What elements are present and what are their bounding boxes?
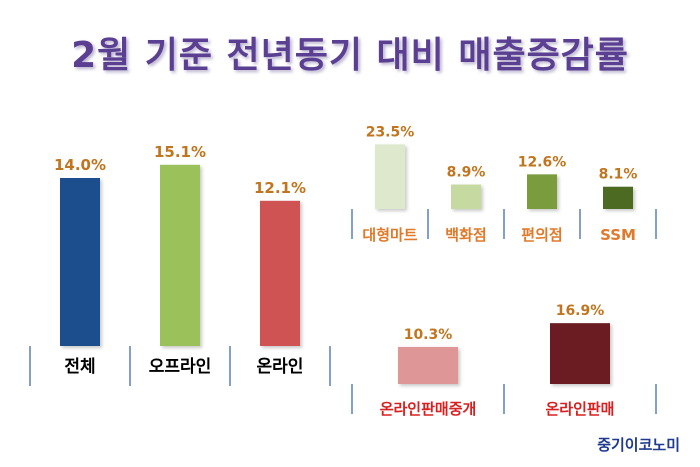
category-label: SSM xyxy=(600,226,636,244)
data-label: 16.9% xyxy=(556,303,605,319)
category-label: 전체 xyxy=(64,357,95,377)
bar-SSM xyxy=(603,186,633,209)
chart-online-sales: 10.3% 온라인판매중개 16.9% 온라인판매 xyxy=(351,303,657,418)
data-label: 8.9% xyxy=(447,165,486,181)
data-label: 23.5% xyxy=(366,124,415,140)
bar-온라인판매중개 xyxy=(398,346,458,384)
chart-offline-stores: 23.5% 대형마트 8.9% 백화점 12.6% 편의점 8.1% SSM xyxy=(351,124,657,244)
data-label: 14.0% xyxy=(54,156,106,174)
category-label: 온라인판매중개 xyxy=(380,400,477,418)
category-label: 백화점 xyxy=(445,226,486,244)
chart-title: 2월 기준 전년동기 대비 매출증감률 xyxy=(71,35,629,76)
bar-백화점 xyxy=(451,184,481,209)
source-label: 중기이코노미 xyxy=(597,436,680,454)
category-label: 대형마트 xyxy=(362,226,417,244)
bar-오프라인 xyxy=(160,164,200,346)
category-label: 온라인판매 xyxy=(545,400,614,418)
bar-온라인 xyxy=(260,200,300,346)
category-label: 오프라인 xyxy=(149,357,212,377)
data-label: 15.1% xyxy=(154,143,206,161)
category-label: 편의점 xyxy=(521,226,562,244)
chart-overall: 14.0% 전체 15.1% 오프라인 12.1% 온라인 xyxy=(29,143,331,386)
category-label: 온라인 xyxy=(257,357,304,377)
bar-대형마트 xyxy=(375,144,405,209)
bar-편의점 xyxy=(527,174,557,209)
bar-전체 xyxy=(60,178,100,346)
bar-온라인판매 xyxy=(550,323,610,384)
data-label: 12.1% xyxy=(254,179,306,197)
data-label: 8.1% xyxy=(599,167,638,183)
data-label: 10.3% xyxy=(404,327,453,343)
data-label: 12.6% xyxy=(518,154,567,170)
